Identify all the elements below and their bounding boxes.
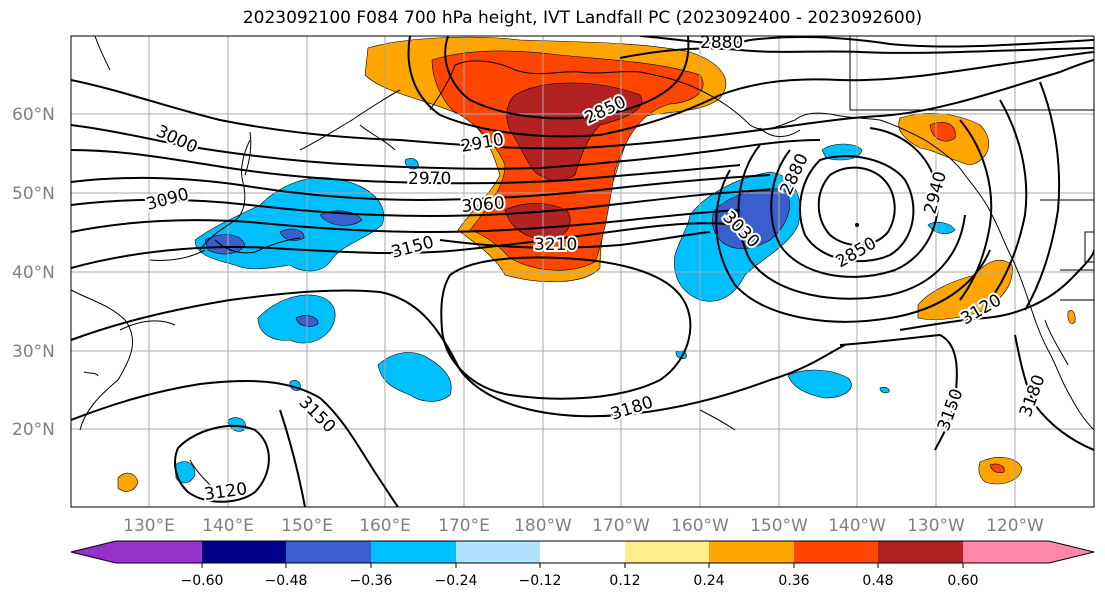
lon-label: 120°W: [986, 516, 1044, 536]
lon-label: 180°W: [514, 516, 572, 536]
colorbar-swatch: [71, 541, 116, 563]
lon-label: 140°W: [828, 516, 886, 536]
colorbar-swatch: [625, 541, 709, 563]
colorbar-tick: −0.60: [181, 573, 224, 589]
colorbar-tick: 0.60: [947, 573, 978, 589]
lat-label: 60°N: [12, 105, 55, 125]
ivt-fill-region: [917, 260, 1013, 320]
lon-label: 160°W: [671, 516, 729, 536]
lon-label: 150°W: [750, 516, 808, 536]
colorbar-swatch: [116, 541, 202, 563]
coastlines: [71, 36, 1094, 491]
ivt-fill-region: [989, 463, 1005, 474]
colorbar-swatch: [1049, 541, 1094, 563]
lon-label: 130°W: [907, 516, 965, 536]
ivt-fill-region: [879, 386, 890, 394]
lat-label: 30°N: [12, 342, 55, 362]
colorbar-swatch: [202, 541, 286, 563]
colorbar-tick: −0.48: [265, 573, 308, 589]
lat-label: 40°N: [12, 263, 55, 283]
latitude-labels: 60°N 50°N 40°N 30°N 20°N: [12, 105, 55, 440]
height-contours: [71, 36, 1094, 507]
colorbar-swatch: [456, 541, 540, 563]
lon-label: 160°E: [359, 516, 411, 536]
colorbar-swatch: [878, 541, 963, 563]
colorbar-swatch: [794, 541, 878, 563]
colorbar-swatch: [963, 541, 1049, 563]
ivt-fill-region: [117, 472, 139, 492]
colorbar-tick: 0.12: [609, 573, 640, 589]
ivt-fill-region: [787, 369, 852, 399]
colorbar-outline: [70, 540, 1095, 564]
colorbar-swatch: [709, 541, 794, 563]
contour-label: 3060: [461, 193, 506, 217]
lon-label: 170°W: [592, 516, 650, 536]
contour-label: 3210: [534, 235, 577, 255]
ivt-fill-region: [1067, 310, 1076, 324]
colorbar-tick: 0.24: [693, 573, 724, 589]
low-center-marker: [855, 223, 859, 227]
graticule: [71, 36, 1094, 507]
map-frame: [70, 35, 1095, 508]
colorbar-swatch: [286, 541, 371, 563]
colorbar-swatch: [371, 541, 456, 563]
map-title: 2023092100 F084 700 hPa height, IVT Land…: [242, 8, 923, 28]
lon-label: 170°E: [438, 516, 490, 536]
lon-label: 140°E: [202, 516, 254, 536]
lon-label: 130°E: [123, 516, 175, 536]
contour-label: 2970: [408, 169, 451, 189]
colorbar-tick: −0.36: [350, 573, 393, 589]
colorbar-tick: −0.12: [519, 573, 562, 589]
colorbar: −0.60 −0.48 −0.36 −0.24 −0.12 0.12 0.24 …: [70, 540, 1095, 589]
colorbar-tick: 0.36: [778, 573, 809, 589]
lat-label: 50°N: [12, 184, 55, 204]
lon-label: 150°E: [281, 516, 333, 536]
lat-label: 20°N: [12, 420, 55, 440]
colorbar-swatch: [540, 541, 625, 563]
longitude-labels: 130°E 140°E 150°E 160°E 170°E 180°W 170°…: [123, 516, 1044, 536]
ivt-fill-region: [204, 234, 246, 255]
ivt-fill-region: [279, 228, 305, 241]
colorbar-tick: 0.48: [862, 573, 893, 589]
colorbar-tick: −0.24: [435, 573, 478, 589]
ivt-positive-fills: [117, 36, 1076, 492]
ivt-fill-region: [377, 352, 452, 402]
contour-label: 2880: [700, 33, 743, 53]
